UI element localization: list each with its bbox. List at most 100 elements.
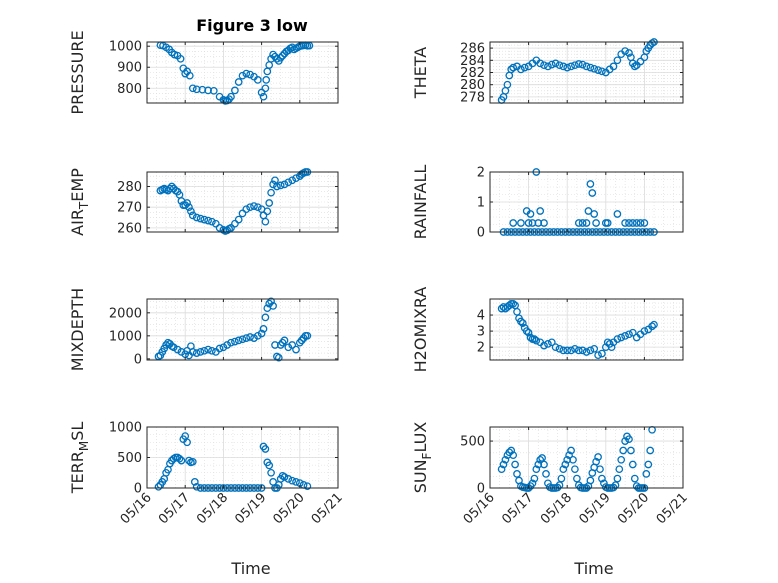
data-point [295,338,304,347]
data-point [571,344,579,353]
data-point [555,344,564,353]
data-point [536,59,545,68]
data-point [536,455,545,464]
y-tick-label: 2000 [109,306,142,321]
data-point [261,445,270,453]
data-point [640,327,649,335]
data-point [565,451,573,460]
data-point [211,219,220,228]
y-tick-label: 284 [460,54,485,69]
data-point [517,219,525,227]
data-point [625,435,633,444]
data-point [192,349,201,357]
data-point [200,346,209,355]
data-point [227,338,235,347]
subplot-mixdepth: 0 1000 2000 MIXDEPTH [68,288,339,371]
y-tick-label: 1000 [109,421,142,436]
data-point [547,338,556,347]
data-point [563,63,572,72]
data-point [297,336,306,345]
data-point [596,465,604,474]
data-point [154,482,163,491]
data-point [544,340,552,348]
data-point [632,219,641,227]
data-point [278,338,287,347]
data-point [590,64,599,73]
y-tick-label: 278 [460,90,485,105]
y-tick-label: 900 [117,61,142,76]
y-tick-label: 280 [117,180,142,195]
data-point [650,320,658,329]
data-point [246,203,254,212]
data-point [582,348,591,356]
data-point [526,333,535,342]
x-axis-label-right: Time [573,559,613,578]
data-point [185,71,194,80]
data-point [547,60,556,69]
data-point [497,465,506,474]
data-point [551,59,560,68]
axes-frame [489,426,684,489]
data-point [234,78,243,86]
data-point [532,336,541,345]
data-point [169,343,178,352]
data-point [590,210,599,218]
data-point [280,180,289,189]
data-point [238,209,247,218]
data-point [598,474,606,483]
data-point [185,203,193,212]
data-point [177,456,186,465]
data-point [267,297,275,306]
data-point [250,334,258,342]
data-point [499,460,508,469]
y-axis-label: RAINFALL [411,165,430,240]
data-point [219,343,228,352]
y-axis-label: H2OMIXRA [411,287,430,373]
data-point [204,345,212,354]
data-point [242,69,251,78]
data-point [181,201,190,209]
figure-title: Figure 3 low [196,16,308,35]
data-point [196,214,205,223]
data-point [621,332,629,340]
y-tick-label: 3 [477,325,485,340]
data-point [192,85,201,94]
data-point [196,348,205,356]
data-point [582,62,591,71]
data-point [598,349,606,358]
data-point [262,76,271,84]
data-point [288,176,297,185]
y-axis-label: AIRTEMP [68,168,91,236]
data-point [242,205,251,214]
data-point [586,476,595,485]
data-point [284,178,293,187]
data-point [250,202,258,210]
data-point [517,65,525,74]
data-point [231,219,239,228]
data-point [534,219,543,227]
data-point [613,474,622,483]
data-point [586,180,595,188]
data-point [303,482,312,491]
data-point [536,207,545,215]
data-point [600,479,608,488]
data-point [223,341,232,349]
data-point [187,207,195,216]
data-point [215,224,224,232]
data-point [586,63,595,72]
data-point [509,451,518,460]
y-tick-label: 0 [134,352,142,367]
data-point [524,328,533,337]
data-point [501,455,510,464]
data-point [200,215,209,224]
data-point [238,71,247,80]
data-point [534,460,543,469]
subplot-h2omixra: 234 H2OMIXRA [411,287,684,373]
data-point [598,67,606,76]
data-point [246,70,254,79]
data-point [204,86,212,95]
y-tick-label: 1000 [109,329,142,344]
data-point [628,328,637,337]
